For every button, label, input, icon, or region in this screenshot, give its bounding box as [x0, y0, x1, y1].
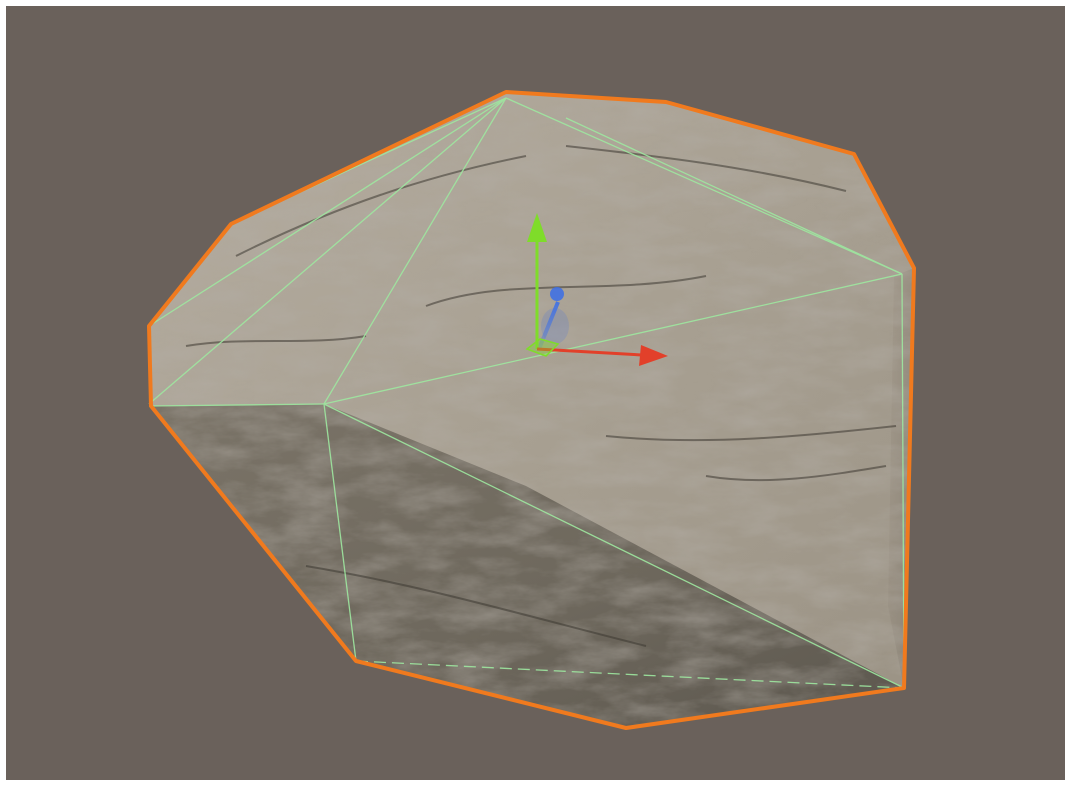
move-gizmo[interactable] — [525, 213, 668, 366]
wireframe-overlay — [148, 97, 905, 689]
selection-outline — [147, 90, 916, 730]
arrow-forward-icon[interactable] — [550, 287, 564, 301]
scene-canvas[interactable] — [6, 6, 1065, 780]
gizmo-x-axis[interactable] — [536, 345, 668, 366]
arrow-up-icon[interactable] — [527, 213, 547, 242]
arrow-right-icon[interactable] — [639, 345, 668, 366]
rock-cracks — [185, 145, 897, 647]
gizmo-z-axis[interactable] — [537, 287, 569, 350]
gizmo-center-handle[interactable] — [525, 338, 560, 357]
gizmo-y-axis[interactable] — [527, 213, 547, 349]
scene-viewport[interactable] — [6, 6, 1065, 780]
